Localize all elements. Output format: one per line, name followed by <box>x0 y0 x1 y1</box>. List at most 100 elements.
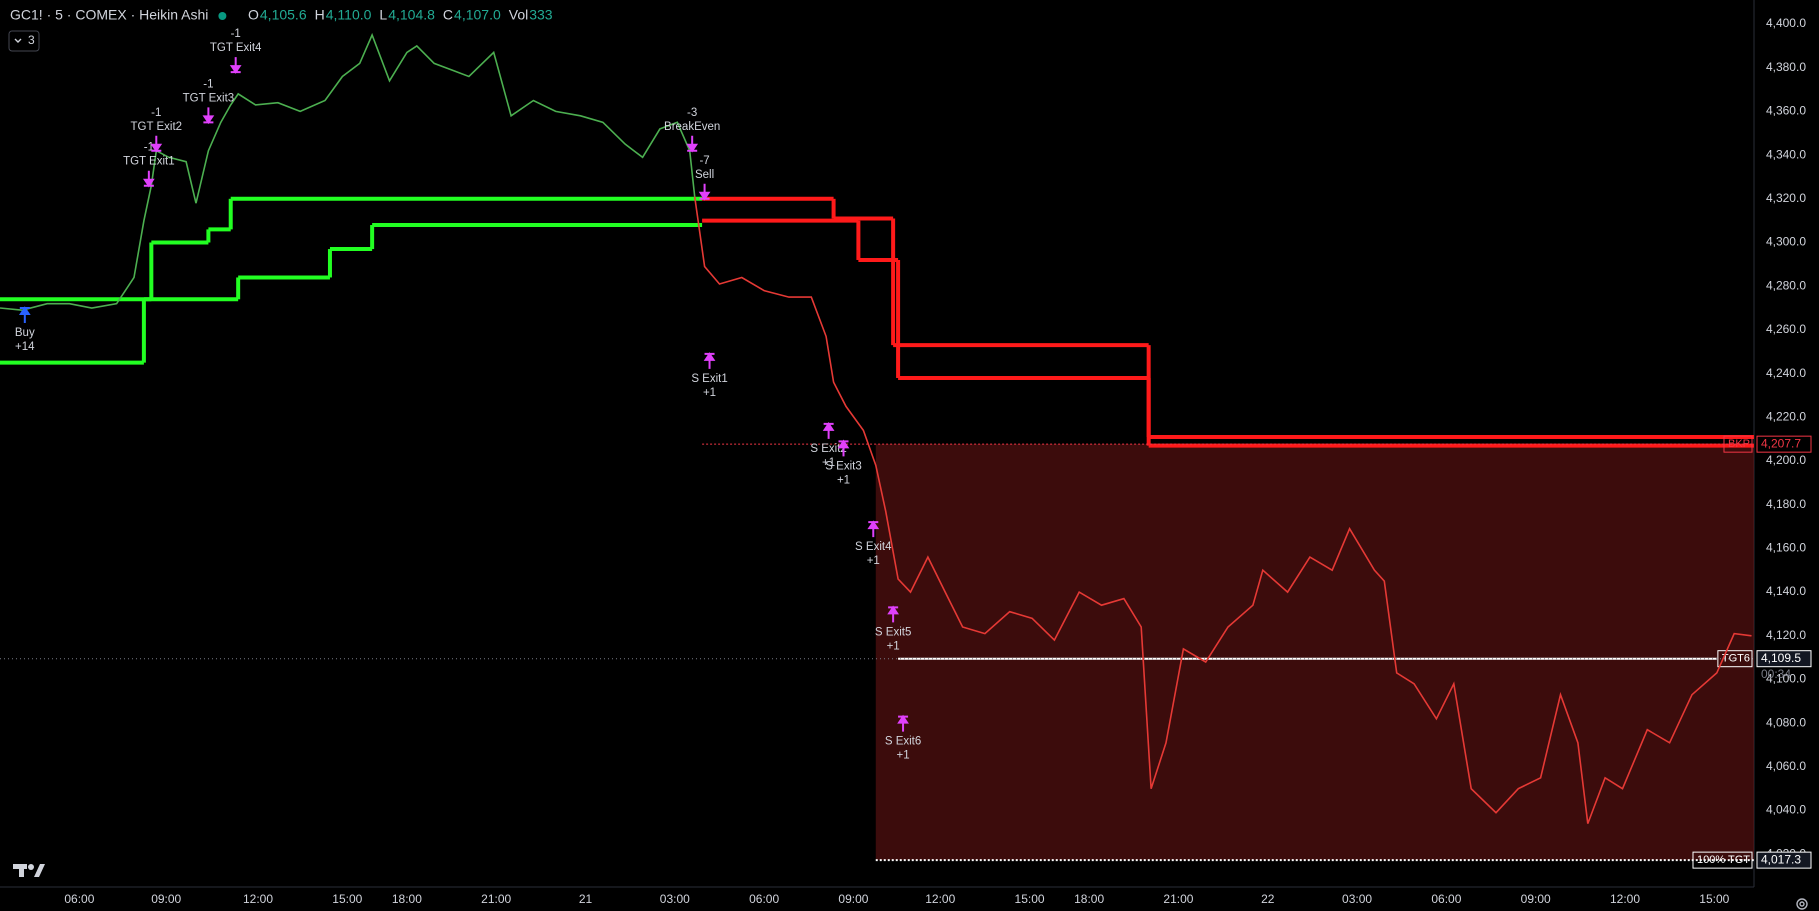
level-label: BKP <box>1728 438 1750 450</box>
quote-label: H <box>315 7 325 23</box>
level-label-box <box>1717 650 1753 668</box>
marker-arrow <box>867 520 880 538</box>
marker-label: TGT Exit3 <box>183 92 235 104</box>
target-zone <box>875 444 1754 861</box>
trade-marker <box>837 439 850 457</box>
quote-label: L <box>379 7 387 23</box>
y-tick-label: 4,380.0 <box>1766 60 1806 74</box>
marker-qty: +1 <box>896 750 909 762</box>
x-tick-label: 21 <box>579 892 593 906</box>
x-tick-label: 21:00 <box>1163 892 1193 906</box>
quote-value: 4,104.8 <box>388 7 435 23</box>
marker-qty: +1 <box>703 387 716 399</box>
x-tick-label: 09:00 <box>151 892 181 906</box>
y-tick-label: 4,060.0 <box>1766 759 1806 773</box>
level-label: 100% TGT <box>1697 854 1750 866</box>
trade-marker <box>150 135 163 153</box>
trade-marker <box>897 714 909 732</box>
x-tick-label: 12:00 <box>1610 892 1640 906</box>
status-dot <box>218 12 227 20</box>
marker-label: TGT Exit4 <box>210 42 262 54</box>
price-tag-value: 4,017.3 <box>1761 852 1801 866</box>
trade-marker <box>18 306 31 324</box>
trade-marker <box>202 107 215 125</box>
x-tick-label: 18:00 <box>1074 892 1104 906</box>
countdown: 00:34 <box>1761 667 1791 681</box>
quote-label: C <box>443 7 453 23</box>
x-tick-label: 06:00 <box>64 892 94 906</box>
y-tick-label: 4,400.0 <box>1766 16 1806 30</box>
y-tick-label: 4,320.0 <box>1766 191 1806 205</box>
quote-value: 333 <box>529 7 553 23</box>
marker-qty: -7 <box>699 155 709 167</box>
y-tick-label: 4,360.0 <box>1766 104 1806 118</box>
marker-qty: -3 <box>687 107 697 119</box>
marker-arrow <box>887 605 899 623</box>
marker-qty: +14 <box>15 341 35 353</box>
marker-arrow <box>703 352 716 369</box>
marker-arrow <box>822 422 835 439</box>
x-tick-label: 06:00 <box>1431 892 1461 906</box>
marker-qty: -1 <box>151 107 161 119</box>
marker-arrow <box>142 170 155 188</box>
marker-qty: -1 <box>203 78 213 90</box>
x-tick-label: 03:00 <box>660 892 690 906</box>
x-tick-label: 12:00 <box>243 892 273 906</box>
trade-marker <box>142 170 155 188</box>
trade-marker <box>703 352 716 369</box>
quote-value: 4,107.0 <box>454 7 501 23</box>
y-tick-label: 4,220.0 <box>1766 409 1806 423</box>
y-tick-label: 4,280.0 <box>1766 278 1806 292</box>
trade-marker <box>686 135 699 153</box>
y-tick-label: 4,120.0 <box>1766 628 1806 642</box>
x-tick-label: 22 <box>1261 892 1275 906</box>
marker-qty: -1 <box>231 28 241 40</box>
marker-arrow <box>897 714 909 732</box>
price-tag-box <box>1756 435 1812 453</box>
y-tick-label: 4,080.0 <box>1766 715 1806 729</box>
marker-qty: +1 <box>867 555 880 567</box>
marker-label: S Exit6 <box>885 736 921 748</box>
trade-marker <box>229 57 242 74</box>
marker-label: TGT Exit1 <box>123 156 175 168</box>
price-line <box>693 196 1752 824</box>
marker-qty: -1 <box>144 142 154 154</box>
trade-marker <box>887 605 899 623</box>
quote-label: O <box>248 7 259 23</box>
x-tick-label: 09:00 <box>1521 892 1551 906</box>
settings-icon[interactable] <box>1796 898 1808 910</box>
marker-arrow <box>18 306 31 324</box>
y-tick-label: 4,180.0 <box>1766 497 1806 511</box>
marker-qty: +1 <box>837 474 850 486</box>
level-label-box <box>1723 435 1753 453</box>
collapse-button[interactable] <box>8 30 40 52</box>
trade-marker <box>867 520 880 538</box>
y-tick-label: 4,200.0 <box>1766 453 1806 467</box>
marker-arrow <box>686 135 699 153</box>
marker-label: S Exit2 <box>810 443 846 455</box>
marker-label: Buy <box>15 327 35 339</box>
quote-label: Vol <box>509 7 528 23</box>
y-tick-label: 4,260.0 <box>1766 322 1806 336</box>
x-tick-label: 21:00 <box>481 892 511 906</box>
price-tag-box <box>1756 650 1812 668</box>
x-tick-label: 12:00 <box>925 892 955 906</box>
marker-label: BreakEven <box>664 121 720 133</box>
price-tag-value: 4,109.5 <box>1761 651 1801 665</box>
x-tick-label: 15:00 <box>1015 892 1045 906</box>
trade-marker <box>698 183 711 201</box>
marker-arrow <box>229 57 242 74</box>
quote-group: O 4,105.6 H 4,110.0 L 4,104.8 C 4,107.0 Vol 333 <box>248 7 553 23</box>
quote-value: 4,110.0 <box>326 7 372 23</box>
y-tick-label: 4,140.0 <box>1766 584 1806 598</box>
marker-qty: +1 <box>822 457 835 469</box>
x-tick-label: 06:00 <box>749 892 779 906</box>
x-tick-label: 18:00 <box>392 892 422 906</box>
marker-label: S Exit4 <box>855 541 892 553</box>
tv-logo <box>13 864 45 877</box>
y-tick-label: 4,040.0 <box>1766 803 1806 817</box>
x-tick-label: 09:00 <box>838 892 868 906</box>
price-tag-box <box>1756 851 1812 869</box>
marker-label: S Exit1 <box>691 373 727 385</box>
